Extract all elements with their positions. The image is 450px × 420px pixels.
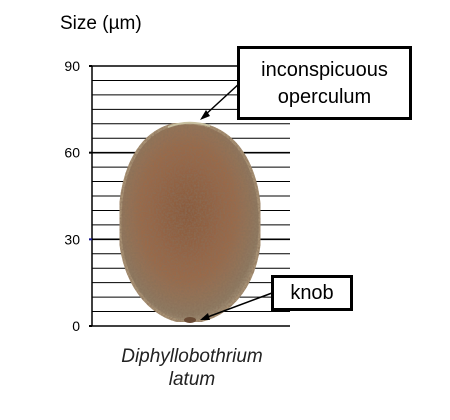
egg-shell (118, 121, 262, 324)
species-name: Diphyllobothrium latum (92, 345, 292, 391)
species-name-line1: Diphyllobothrium (121, 346, 263, 367)
tick-label: 30 (64, 231, 80, 247)
knob-arrowhead (200, 313, 210, 320)
species-name-line2: latum (168, 369, 216, 390)
operculum-callout-line1: inconspicuous (261, 59, 388, 81)
knob-arrow-line (204, 292, 273, 319)
callout-arrows (200, 81, 273, 320)
size-axis-title: Size (µm) (60, 13, 142, 34)
scale-tick-labels: 90 60 30 0 (64, 58, 92, 334)
operculum-rim (167, 121, 211, 128)
operculum-arrow-line (203, 81, 242, 117)
knob-callout: knob (271, 275, 353, 311)
tick-label: 60 (64, 145, 80, 161)
operculum-callout: inconspicuous operculum (237, 46, 412, 120)
tick-label: 0 (72, 318, 80, 334)
knob-mark (184, 317, 196, 323)
operculum-callout-line2: operculum (277, 86, 372, 108)
operculum-arrowhead (200, 110, 210, 120)
tick-label: 90 (64, 58, 80, 74)
egg (118, 121, 262, 324)
